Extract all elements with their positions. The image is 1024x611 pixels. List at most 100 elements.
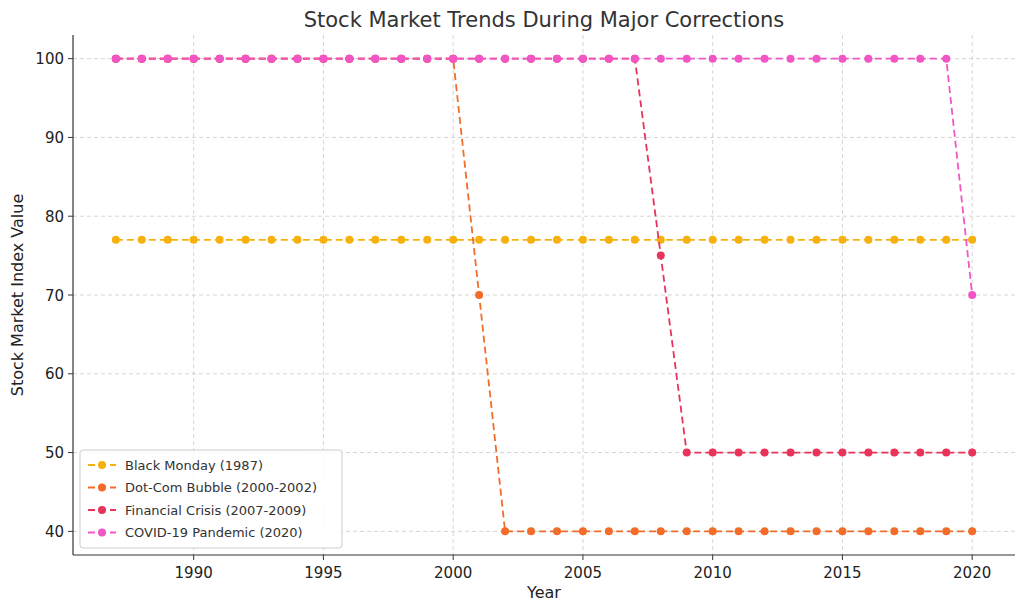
marker <box>838 55 846 63</box>
marker <box>605 527 613 535</box>
marker <box>787 527 795 535</box>
tick-mark <box>972 555 973 560</box>
marker <box>916 55 924 63</box>
marker <box>345 55 353 63</box>
marker <box>605 55 613 63</box>
marker <box>319 55 327 63</box>
marker <box>864 449 872 457</box>
marker <box>112 236 120 244</box>
marker <box>242 55 250 63</box>
marker <box>423 55 431 63</box>
marker <box>268 55 276 63</box>
marker <box>942 236 950 244</box>
marker <box>631 55 639 63</box>
marker <box>138 55 146 63</box>
grid-line <box>73 295 1015 296</box>
marker <box>423 236 431 244</box>
tick-mark <box>68 58 73 59</box>
marker <box>397 55 405 63</box>
marker <box>942 527 950 535</box>
tick-mark <box>68 137 73 138</box>
series-line <box>116 59 972 295</box>
marker <box>423 55 431 63</box>
marker <box>501 55 509 63</box>
marker <box>501 55 509 63</box>
marker <box>709 449 717 457</box>
series-line <box>116 59 972 453</box>
marker <box>812 449 820 457</box>
marker <box>968 527 976 535</box>
marker <box>501 527 509 535</box>
marker <box>942 449 950 457</box>
marker <box>397 236 405 244</box>
tick-label: 1990 <box>175 564 213 582</box>
plot-area <box>112 55 976 536</box>
marker <box>812 55 820 63</box>
tick-label: 50 <box>45 444 64 462</box>
marker <box>968 236 976 244</box>
series-line <box>116 59 972 532</box>
marker <box>553 236 561 244</box>
marker <box>916 527 924 535</box>
legend-marker <box>98 506 106 514</box>
marker <box>371 236 379 244</box>
marker <box>787 236 795 244</box>
marker <box>838 449 846 457</box>
grid-line <box>73 58 1015 59</box>
tick-label: 2020 <box>953 564 991 582</box>
marker <box>890 55 898 63</box>
marker <box>190 55 198 63</box>
tick-mark <box>842 555 843 560</box>
marker <box>112 55 120 63</box>
marker <box>293 55 301 63</box>
tick-label: 60 <box>45 365 64 383</box>
tick-label: 2000 <box>434 564 472 582</box>
marker <box>735 527 743 535</box>
marker <box>397 55 405 63</box>
marker <box>164 55 172 63</box>
tick-mark <box>68 452 73 453</box>
marker <box>709 236 717 244</box>
marker <box>138 55 146 63</box>
grid-line <box>453 35 454 555</box>
marker <box>345 55 353 63</box>
legend-label: COVID-19 Pandemic (2020) <box>125 525 303 540</box>
marker <box>319 55 327 63</box>
marker <box>735 55 743 63</box>
marker <box>242 55 250 63</box>
marker <box>787 449 795 457</box>
marker <box>190 55 198 63</box>
marker <box>371 55 379 63</box>
y-axis-label: Stock Market Index Value <box>8 194 27 397</box>
marker <box>216 55 224 63</box>
marker <box>138 236 146 244</box>
marker <box>761 449 769 457</box>
legend-label: Dot-Com Bubble (2000-2002) <box>125 480 317 495</box>
legend-marker <box>98 484 106 492</box>
tick-mark <box>323 555 324 560</box>
marker <box>164 55 172 63</box>
tick-mark <box>68 295 73 296</box>
marker <box>268 55 276 63</box>
tick-mark <box>453 555 454 560</box>
marker <box>631 527 639 535</box>
marker <box>527 55 535 63</box>
tick-label: 2015 <box>823 564 861 582</box>
marker <box>553 527 561 535</box>
marker <box>293 55 301 63</box>
marker <box>968 291 976 299</box>
marker <box>579 527 587 535</box>
tick-mark <box>68 373 73 374</box>
marker <box>553 55 561 63</box>
marker <box>761 236 769 244</box>
marker <box>216 55 224 63</box>
marker <box>812 527 820 535</box>
marker <box>475 55 483 63</box>
tick-label: 40 <box>45 523 64 541</box>
marker <box>449 55 457 63</box>
marker <box>838 527 846 535</box>
tick-label: 100 <box>35 50 64 68</box>
marker <box>345 55 353 63</box>
marker <box>475 55 483 63</box>
marker <box>916 236 924 244</box>
